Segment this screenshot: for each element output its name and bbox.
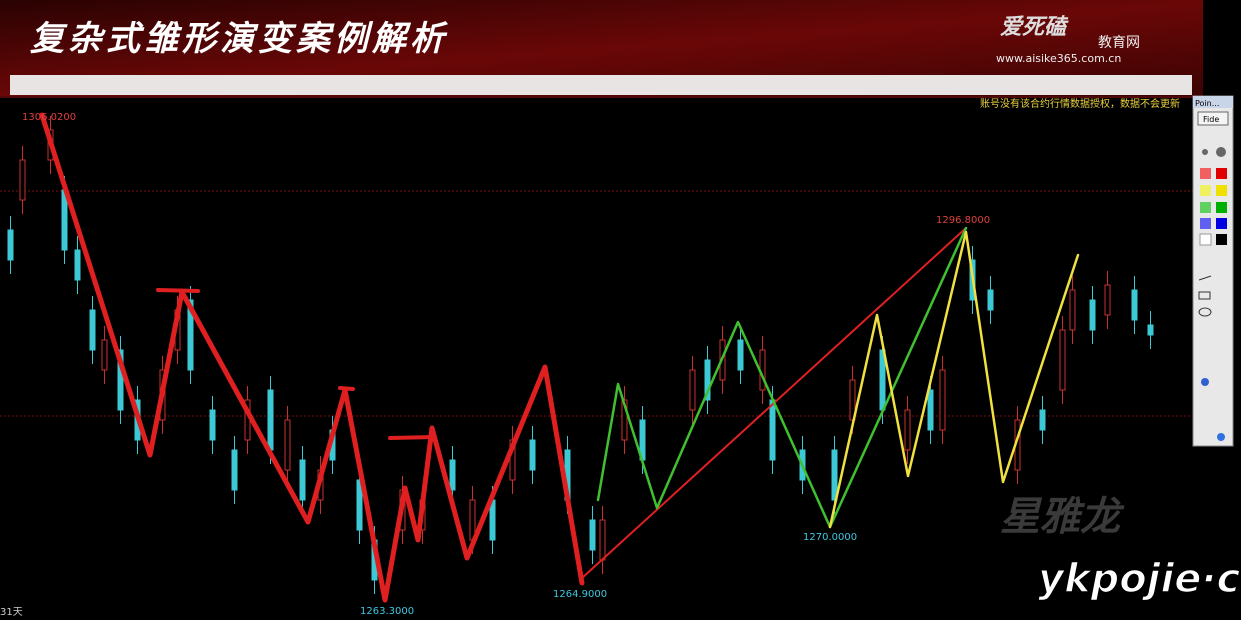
toolbar-panel — [1192, 95, 1234, 447]
green-zigzag — [596, 226, 968, 529]
candle — [1039, 409, 1046, 431]
red-mark — [156, 288, 200, 293]
swatch[interactable] — [1216, 202, 1227, 213]
tool-icon[interactable] — [1217, 433, 1225, 441]
period-label: 31天 — [0, 607, 23, 618]
candle — [831, 449, 838, 501]
tool-icon[interactable] — [1216, 147, 1226, 157]
swatch[interactable] — [1216, 168, 1227, 179]
red-mark — [338, 386, 355, 391]
toolbar-button-label[interactable]: Fide — [1203, 115, 1219, 124]
price-label: 1264.9000 — [553, 589, 607, 600]
candle — [284, 419, 291, 471]
candle — [939, 369, 946, 431]
notice: 账号没有该合约行情数据授权，数据不会更新 — [980, 97, 1180, 110]
candle — [737, 339, 744, 371]
price-label: 1270.0000 — [803, 532, 857, 543]
swatch[interactable] — [1200, 202, 1211, 213]
yellow-zigzag — [828, 230, 1080, 529]
swatch[interactable] — [1216, 234, 1227, 245]
candle — [209, 409, 216, 441]
swatch[interactable] — [1200, 168, 1211, 179]
tool-icon[interactable] — [1202, 149, 1208, 155]
candle — [7, 229, 14, 261]
candle — [599, 519, 606, 561]
red-zigzag — [39, 112, 585, 603]
swatch[interactable] — [1200, 185, 1211, 196]
toolbar-titlebar — [1193, 96, 1233, 108]
candles — [7, 116, 1154, 594]
candle — [1069, 289, 1076, 331]
toolbar: Poin... Fide — [1192, 95, 1234, 447]
tool-icon[interactable] — [1198, 307, 1212, 317]
candle — [704, 359, 711, 401]
candle — [187, 299, 194, 371]
candle — [1131, 289, 1138, 321]
candle — [987, 289, 994, 311]
candle — [1104, 284, 1111, 316]
candle — [904, 409, 911, 451]
candle — [529, 439, 536, 471]
candle — [101, 339, 108, 371]
candle — [1059, 329, 1066, 391]
candle — [19, 159, 26, 201]
candle — [267, 389, 274, 451]
candle — [621, 399, 628, 441]
tool-icon[interactable] — [1198, 275, 1212, 281]
header-title: 复杂式雏形演变案例解析 — [30, 19, 449, 59]
candle — [769, 399, 776, 461]
tool-icon[interactable] — [1201, 378, 1209, 386]
logo: 爱死磕 — [1000, 15, 1069, 40]
price-label: 1263.3000 — [360, 606, 414, 617]
toolbar-title: Poin... — [1195, 99, 1219, 108]
candle — [1089, 299, 1096, 331]
swatch[interactable] — [1216, 185, 1227, 196]
candle — [589, 519, 596, 551]
price-label: 1306.0200 — [22, 112, 76, 123]
tool-icon[interactable] — [1198, 291, 1211, 300]
red-mark — [388, 435, 437, 440]
candle — [117, 349, 124, 411]
header-strip — [10, 75, 1192, 95]
swatch[interactable] — [1199, 233, 1212, 246]
header-edge — [1203, 0, 1241, 96]
watermark-site: ykpojie·com — [1038, 556, 1241, 602]
logo-sub: 教育网 — [1098, 35, 1140, 51]
candle — [299, 459, 306, 501]
candle — [356, 479, 363, 531]
candle — [449, 459, 456, 491]
candle — [89, 309, 96, 351]
chart-area — [0, 96, 1193, 620]
candle — [927, 389, 934, 431]
toolbar-button[interactable] — [1197, 111, 1229, 126]
candle — [231, 449, 238, 491]
candle — [689, 369, 696, 411]
swatch[interactable] — [1216, 218, 1227, 229]
candle — [1147, 324, 1154, 336]
swatch[interactable] — [1200, 218, 1211, 229]
watermark-brand: 星雅龙 — [1000, 494, 1125, 540]
logo-url: www.aisike365.com.cn — [996, 52, 1121, 65]
candle — [74, 249, 81, 281]
price-label: 1296.8000 — [936, 215, 990, 226]
annotations — [39, 112, 1080, 603]
